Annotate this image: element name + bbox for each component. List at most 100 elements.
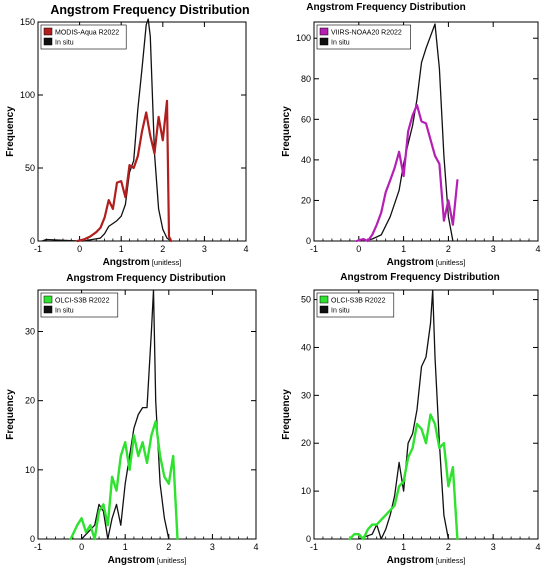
legend-box — [316, 292, 395, 318]
legend-label-2: In situ — [331, 308, 350, 315]
y-tick-label: 40 — [301, 342, 311, 352]
y-tick-label: 0 — [306, 236, 311, 246]
y-tick-label: 80 — [301, 74, 311, 84]
x-tick-label: 1 — [401, 244, 406, 254]
legend-swatch-1 — [319, 27, 329, 36]
x-axis-label-name: Angstrom — [108, 555, 155, 566]
y-tick-label: 0 — [30, 534, 35, 544]
y-tick-label: 10 — [301, 486, 311, 496]
x-axis-unit: [unitless] — [436, 258, 466, 267]
legend-label-1: MODIS-Aqua R2022 — [55, 30, 119, 37]
chart-title: Angstrom Frequency Distribution — [306, 2, 465, 13]
series-line-2 — [80, 289, 170, 540]
legend-label-2: In situ — [55, 40, 74, 47]
y-tick-label: 10 — [25, 465, 35, 475]
legend: OLCI-S3B R2022 In situ — [40, 292, 119, 318]
legend-swatch-1 — [43, 27, 53, 36]
legend-swatch-2 — [43, 37, 53, 46]
x-tick-label: -1 — [34, 244, 42, 254]
y-tick-label: 30 — [25, 327, 35, 337]
legend-swatch-1 — [43, 295, 53, 304]
x-axis-label-name: Angstrom — [387, 555, 434, 566]
x-tick-label: 4 — [243, 244, 248, 254]
y-axis-label: Frequency — [281, 389, 292, 440]
x-tick-label: 3 — [210, 542, 215, 552]
y-tick-label: 50 — [25, 163, 35, 173]
x-tick-label: 0 — [79, 542, 84, 552]
legend-label-1: OLCI-S3B R2022 — [55, 298, 110, 305]
y-axis-label: Frequency — [281, 106, 292, 157]
legend-swatch-2 — [319, 305, 329, 314]
chart-panel-1: Angstrom Frequency Distribution-1 0 1 2 3 405… — [5, 3, 250, 268]
x-axis-label: Angstrom [unitless] — [387, 257, 466, 268]
x-tick-label: 2 — [446, 542, 451, 552]
chart-panel-4: Angstrom Frequency Distribution-1 0 1 2 3 401… — [281, 272, 541, 566]
legend-box — [316, 24, 411, 50]
y-tick-label: 100 — [20, 90, 35, 100]
series-line-1 — [355, 103, 459, 243]
y-axis-label: Frequency — [5, 106, 16, 157]
x-tick-label: 4 — [253, 542, 258, 552]
legend-swatch-1 — [319, 295, 329, 304]
x-tick-label: 1 — [119, 244, 124, 254]
series-line-2 — [358, 289, 450, 540]
legend-box — [40, 24, 127, 50]
x-tick-label: 4 — [535, 244, 540, 254]
x-tick-label: 1 — [123, 542, 128, 552]
y-axis-label: Frequency — [5, 389, 16, 440]
y-tick-label: 0 — [306, 534, 311, 544]
x-tick-label: 3 — [491, 542, 496, 552]
y-tick-label: 50 — [301, 295, 311, 305]
x-axis-label: Angstrom [unitless] — [103, 257, 182, 268]
legend-label-1: OLCI-S3B R2022 — [331, 298, 386, 305]
x-axis-label: Angstrom [unitless] — [108, 555, 187, 566]
y-tick-label: 20 — [25, 396, 35, 406]
y-tick-label: 150 — [20, 17, 35, 27]
x-tick-label: 0 — [356, 542, 361, 552]
chart-title: Angstrom Frequency Distribution — [66, 273, 225, 284]
legend-label-2: In situ — [55, 308, 74, 315]
x-tick-label: -1 — [310, 542, 318, 552]
x-axis-unit: [unitless] — [436, 556, 466, 565]
x-tick-label: 2 — [166, 542, 171, 552]
series-line-1 — [69, 420, 179, 541]
legend-swatch-2 — [319, 37, 329, 46]
x-tick-label: 0 — [77, 244, 82, 254]
legend-label-2: In situ — [331, 40, 350, 47]
x-tick-label: 3 — [491, 244, 496, 254]
chart-panel-2: Angstrom Frequency Distribution-1 0 1 2 3 402… — [281, 2, 541, 268]
chart-title: Angstrom Frequency Distribution — [50, 3, 249, 17]
series-line-1 — [76, 99, 173, 243]
x-tick-label: 0 — [356, 244, 361, 254]
plot-frame — [313, 289, 539, 540]
y-tick-label: 40 — [301, 155, 311, 165]
x-axis-unit: [unitless] — [157, 556, 187, 565]
x-axis-label: Angstrom [unitless] — [387, 555, 466, 566]
y-tick-label: 0 — [30, 236, 35, 246]
y-tick-label: 20 — [301, 195, 311, 205]
x-tick-label: 1 — [401, 542, 406, 552]
y-tick-label: 100 — [296, 33, 311, 43]
x-tick-label: 2 — [160, 244, 165, 254]
x-tick-label: 2 — [446, 244, 451, 254]
legend-label-1: VIIRS-NOAA20 R2022 — [331, 30, 402, 37]
x-axis-label-name: Angstrom — [103, 257, 150, 268]
x-axis-unit: [unitless] — [152, 258, 182, 267]
chart-title: Angstrom Frequency Distribution — [340, 272, 499, 283]
plot-frame — [37, 289, 257, 540]
x-tick-label: -1 — [34, 542, 42, 552]
legend: OLCI-S3B R2022 In situ — [316, 292, 395, 318]
plot-frame — [37, 21, 247, 242]
x-tick-label: -1 — [310, 244, 318, 254]
x-tick-label: 4 — [535, 542, 540, 552]
plot-frame — [313, 21, 539, 242]
y-tick-label: 60 — [301, 114, 311, 124]
legend: VIIRS-NOAA20 R2022 In situ — [316, 24, 411, 50]
chart-panel-3: Angstrom Frequency Distribution-1 0 1 2 3 401… — [5, 273, 259, 566]
series-line-1 — [348, 413, 459, 541]
x-axis-label-name: Angstrom — [387, 257, 434, 268]
y-tick-label: 20 — [301, 438, 311, 448]
x-tick-label: 3 — [202, 244, 207, 254]
